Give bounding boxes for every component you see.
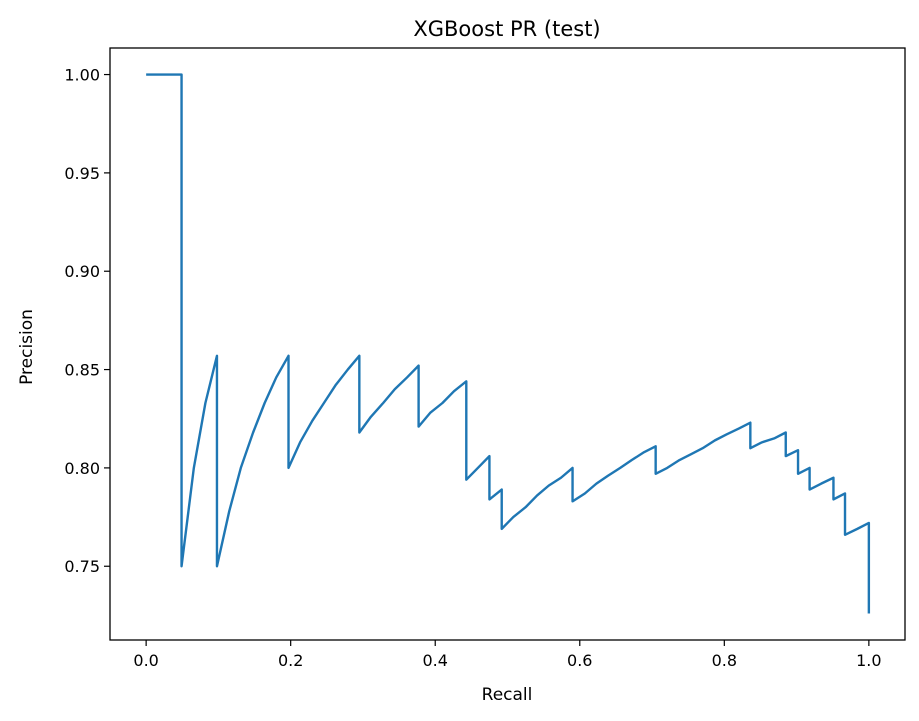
y-axis: 0.75 0.80 0.85 0.90 0.95 1.00 — [64, 66, 110, 576]
x-tick-label: 0.0 — [133, 651, 158, 670]
x-tick-label: 0.2 — [278, 651, 303, 670]
pr-curve-line — [146, 73, 871, 614]
x-axis: 0.0 0.2 0.4 0.6 0.8 1.0 — [133, 640, 882, 670]
y-tick-label: 0.75 — [64, 557, 100, 576]
x-tick-label: 0.6 — [567, 651, 592, 670]
x-axis-label: Recall — [482, 685, 533, 705]
y-tick-label: 0.80 — [64, 459, 100, 478]
x-tick-label: 0.8 — [712, 651, 737, 670]
y-axis-label: Precision — [17, 309, 37, 385]
x-tick-label: 1.0 — [856, 651, 881, 670]
chart-title: XGBoost PR (test) — [413, 17, 600, 41]
x-tick-label: 0.4 — [423, 651, 448, 670]
y-tick-label: 0.90 — [64, 262, 100, 281]
y-tick-label: 1.00 — [64, 66, 100, 85]
y-tick-label: 0.95 — [64, 164, 100, 183]
plot-frame — [109, 47, 906, 641]
y-tick-label: 0.85 — [64, 361, 100, 380]
